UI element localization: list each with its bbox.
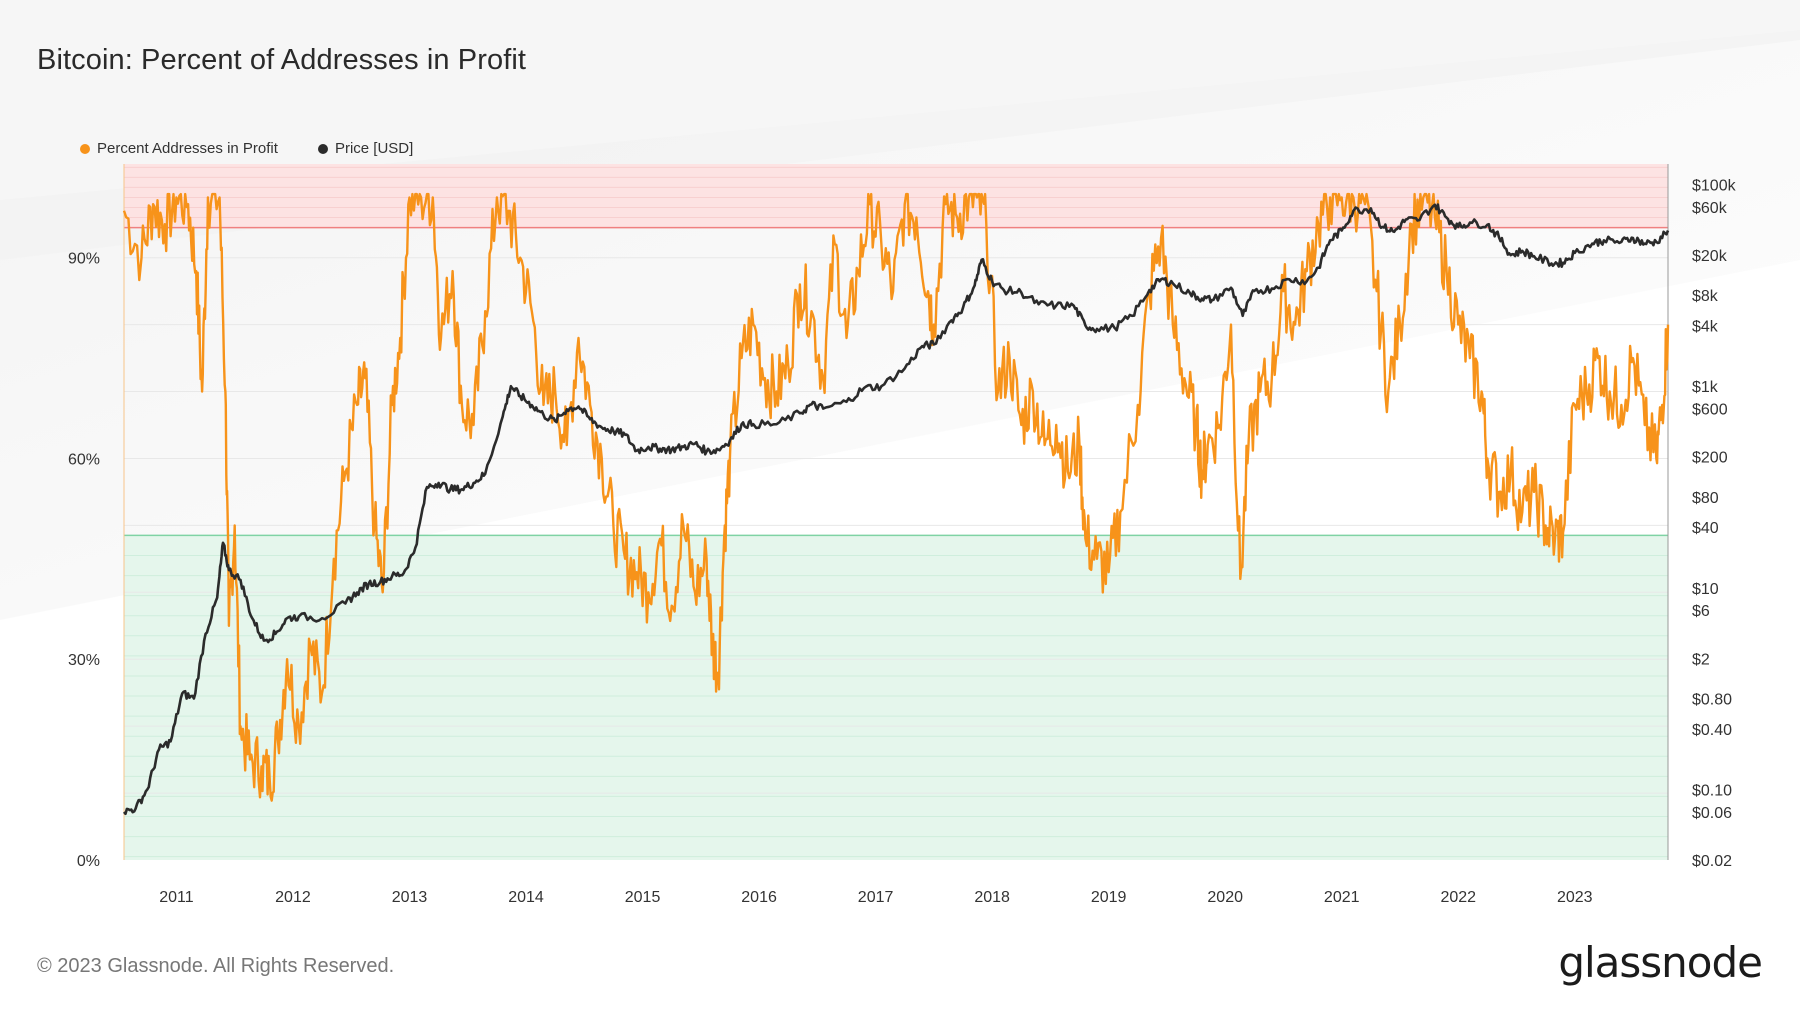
legend-dot-price — [317, 143, 328, 154]
chart-legend: Percent Addresses in Profit Price [USD] — [80, 140, 413, 157]
y-right-tick-label: $0.10 — [1692, 783, 1732, 800]
y-right-tick-label: $4k — [1692, 319, 1719, 336]
x-tick-label: 2023 — [1557, 889, 1593, 906]
x-tick-label: 2021 — [1324, 889, 1360, 906]
legend-item-price[interactable]: Price [USD] — [317, 140, 414, 157]
x-tick-label: 2013 — [392, 889, 428, 906]
brand-logo: glassnode — [1558, 938, 1763, 987]
legend-dot-profit — [80, 143, 90, 154]
y-right-tick-label: $200 — [1692, 450, 1728, 467]
legend-item-profit[interactable]: Percent Addresses in Profit — [80, 140, 278, 157]
copyright-footer: © 2023 Glassnode. All Rights Reserved. — [37, 955, 395, 977]
x-tick-label: 2014 — [508, 889, 544, 906]
chart-title: Bitcoin: Percent of Addresses in Profit — [37, 44, 527, 76]
x-tick-label: 2022 — [1440, 889, 1476, 906]
x-tick-label: 2015 — [625, 889, 661, 906]
legend-label-price: Price [USD] — [334, 140, 414, 157]
x-tick-label: 2012 — [275, 889, 311, 906]
y-right-tick-label: $40 — [1692, 520, 1719, 537]
x-tick-label: 2020 — [1207, 889, 1243, 906]
y-right-tick-label: $0.06 — [1692, 805, 1732, 822]
y-right-tick-label: $1k — [1692, 379, 1719, 396]
x-tick-label: 2017 — [858, 889, 894, 906]
y-right-tick-label: $20k — [1692, 248, 1728, 265]
legend-label-profit: Percent Addresses in Profit — [97, 140, 278, 157]
x-tick-label: 2019 — [1091, 889, 1127, 906]
y-right-tick-label: $60k — [1692, 200, 1728, 217]
x-tick-label: 2018 — [974, 889, 1010, 906]
y-left-tick-label: 30% — [68, 652, 100, 669]
y-right-tick-label: $80 — [1692, 490, 1719, 507]
y-right-tick-label: $0.80 — [1692, 691, 1732, 708]
series-line-percent-in-profit — [122, 192, 1670, 802]
x-tick-label: 2016 — [741, 889, 777, 906]
y-right-tick-label: $600 — [1692, 402, 1728, 419]
y-right-tick-label: $8k — [1692, 288, 1719, 305]
x-tick-label: 2011 — [159, 889, 194, 906]
y-right-tick-label: $0.02 — [1692, 853, 1732, 870]
y-left-tick-label: 60% — [68, 451, 100, 468]
series-line-price — [122, 203, 1670, 816]
y-left-tick-label: 0% — [77, 853, 100, 870]
y-right-tick-label: $100k — [1692, 178, 1737, 195]
y-right-tick-label: $2 — [1692, 651, 1710, 668]
lower-band — [124, 535, 1668, 860]
y-right-tick-label: $6 — [1692, 603, 1710, 620]
y-right-tick-label: $10 — [1692, 581, 1719, 598]
y-right-tick-label: $0.40 — [1692, 722, 1732, 739]
y-left-tick-label: 90% — [68, 251, 100, 268]
